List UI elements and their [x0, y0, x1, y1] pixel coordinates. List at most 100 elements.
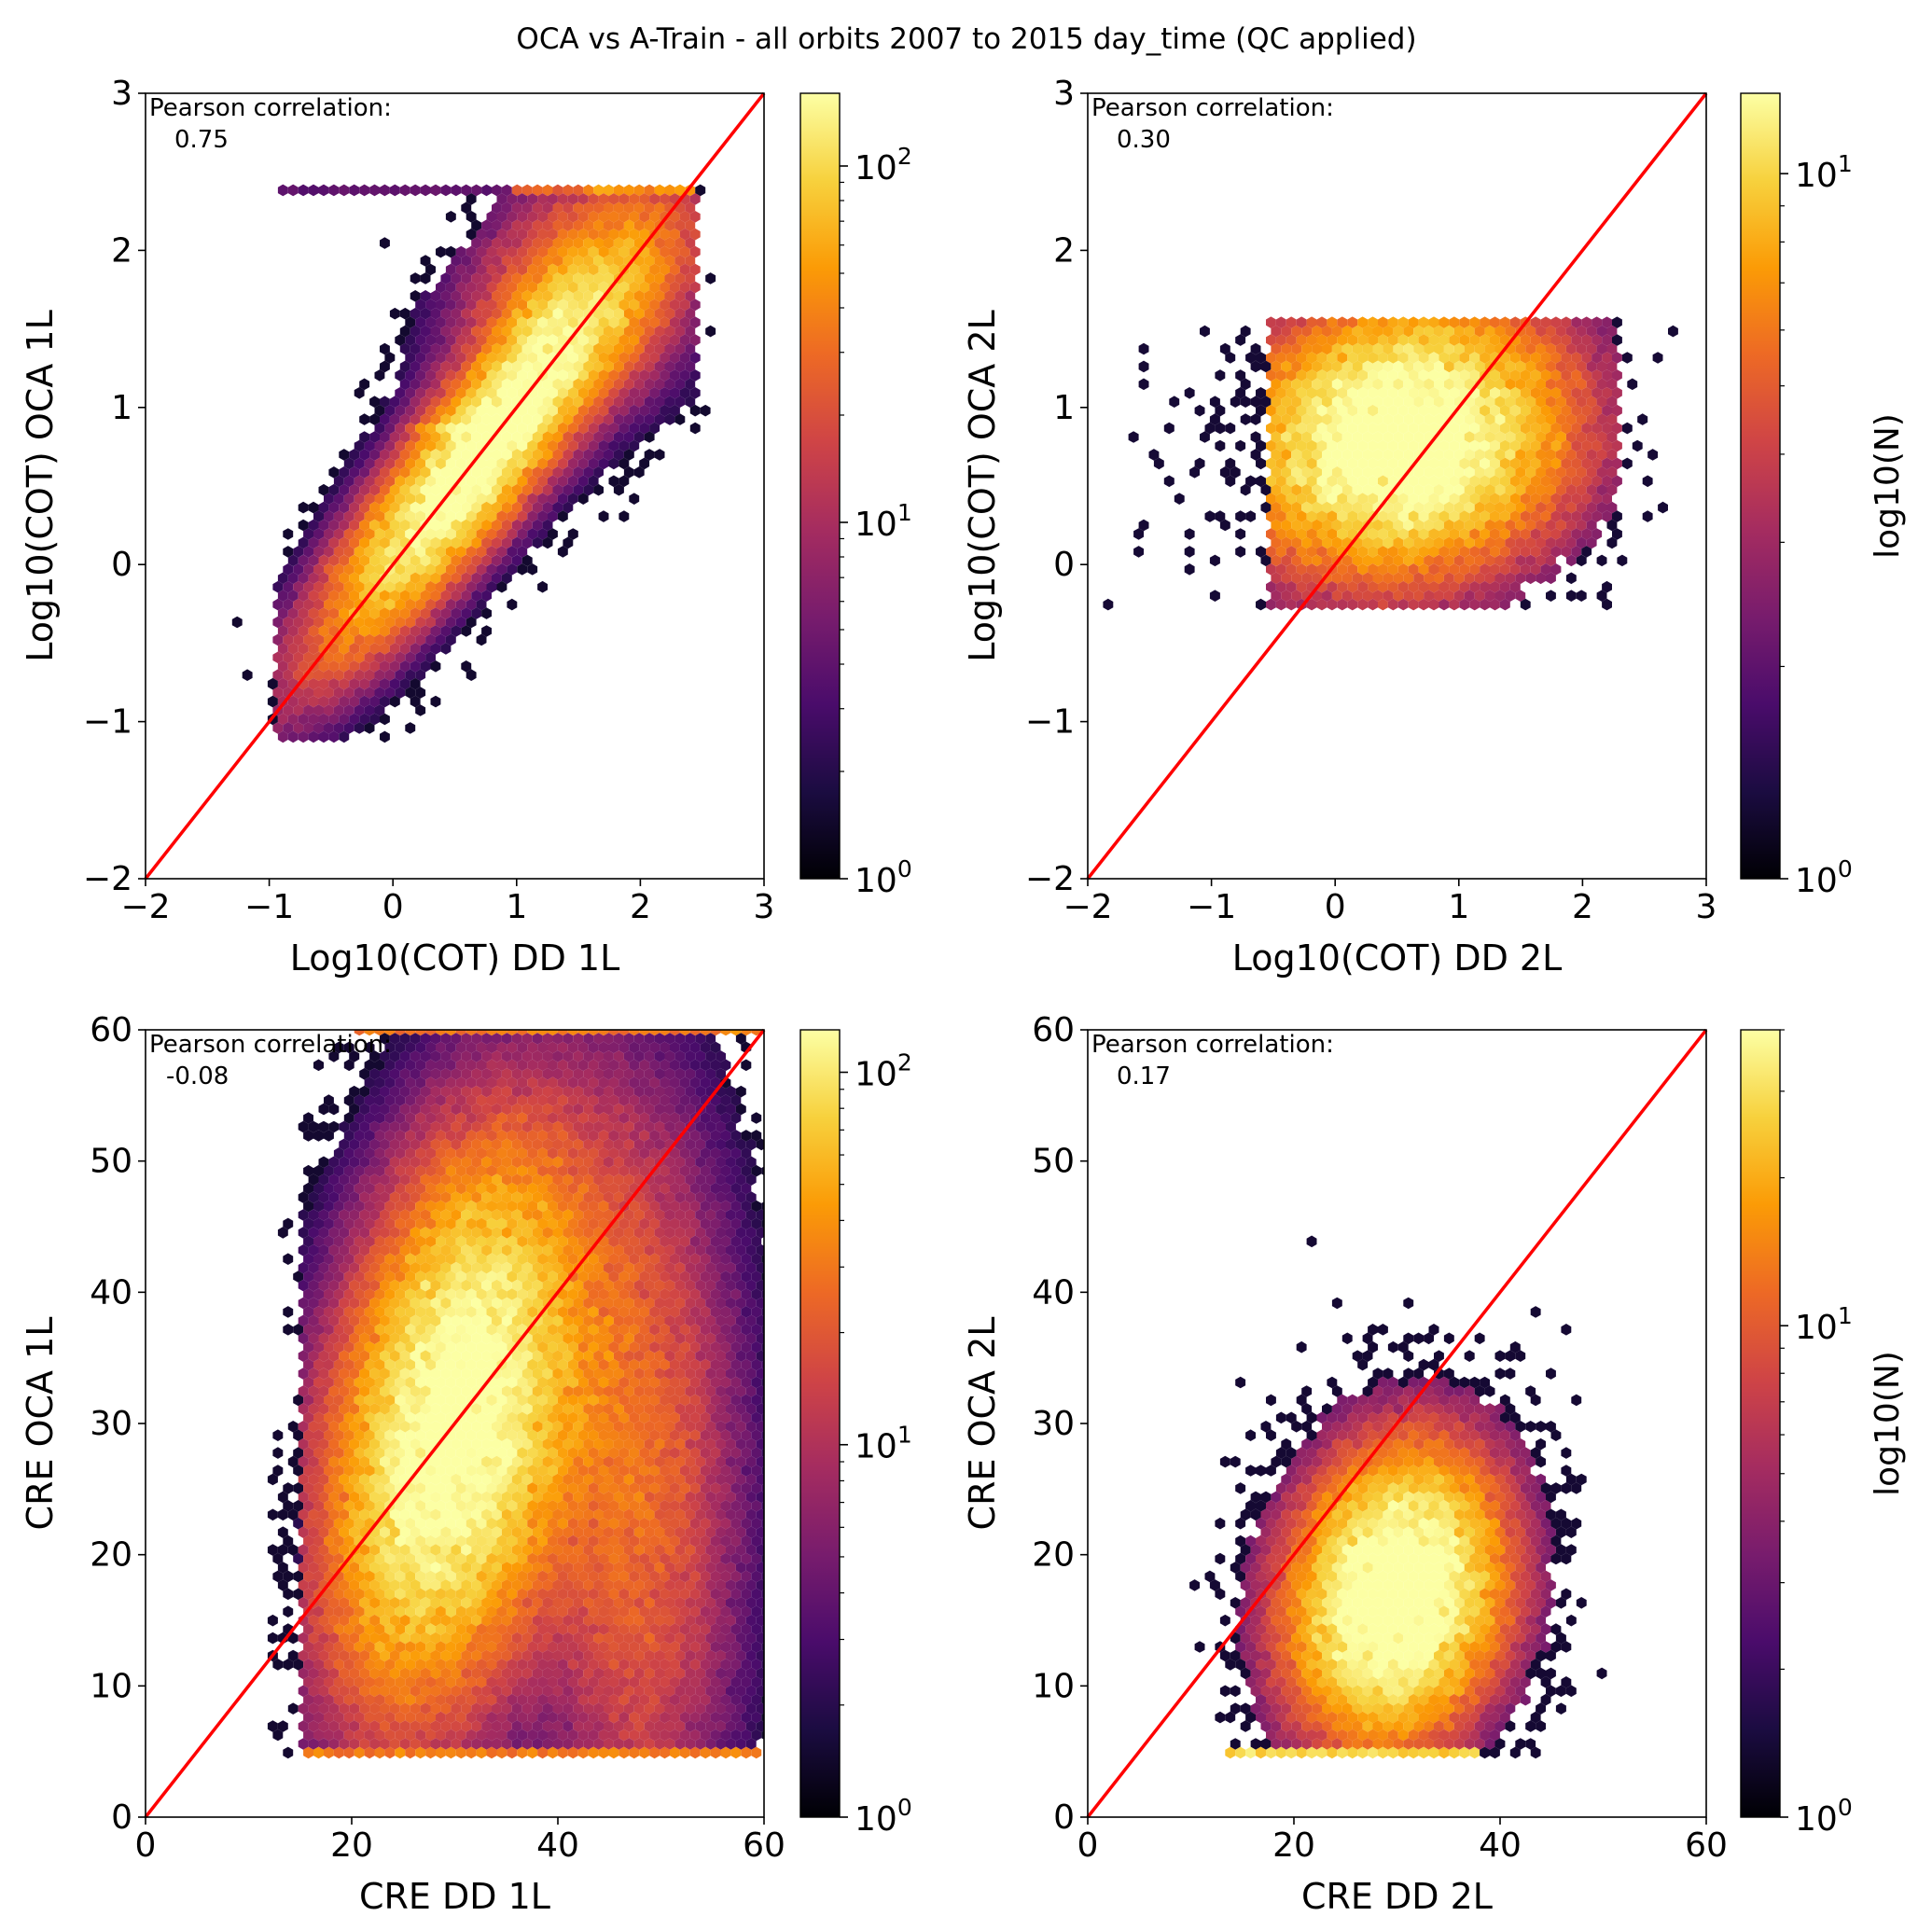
hexbin-cell	[660, 228, 670, 241]
hexbin-cell	[481, 625, 492, 637]
hexbin-cell	[1245, 475, 1256, 488]
hexbin-cell	[328, 1261, 340, 1274]
hexbin-cell	[557, 1182, 568, 1195]
hexbin-cell	[542, 396, 553, 408]
hexbin-cell	[563, 360, 574, 373]
hexbin-cell	[359, 660, 370, 673]
hexbin-cell	[1571, 422, 1582, 435]
density-hexbins	[267, 1030, 764, 1759]
hexbin-cell	[730, 1094, 742, 1106]
hexbin-cell	[451, 590, 462, 602]
hexbin-cell	[700, 1324, 711, 1336]
hexbin-cell	[1555, 449, 1566, 461]
hexbin-cell	[476, 1447, 487, 1459]
hexbin-cell	[598, 334, 609, 346]
hexbin-cell	[399, 590, 410, 602]
hexbin-cell	[1286, 316, 1297, 328]
hexbin-cell	[674, 1279, 686, 1292]
hexbin-cell	[380, 501, 390, 514]
hexbin-cell	[384, 598, 396, 611]
hexbin-cell	[557, 316, 568, 328]
hexbin-cell	[593, 1156, 604, 1169]
hexbin-cell	[374, 1270, 385, 1283]
hexbin-cell	[716, 1120, 726, 1133]
hexbin-cell	[415, 1429, 426, 1441]
hexbin-cell	[1596, 360, 1607, 373]
hexbin-cell	[735, 1279, 746, 1292]
hexbin-cell	[1591, 369, 1603, 382]
hexbin-cell	[481, 519, 492, 532]
hexbin-cell	[384, 1147, 396, 1159]
hexbin-cell	[1393, 501, 1404, 514]
hexbin-cell	[430, 1227, 441, 1239]
hexbin-cell	[1372, 378, 1383, 391]
hexbin-cell	[557, 1200, 568, 1213]
hexbin-cell	[455, 1306, 466, 1318]
hexbin-cell	[389, 677, 400, 690]
hexbin-cell	[542, 255, 553, 267]
hexbin-cell	[501, 1191, 512, 1203]
hexbin-cell	[1449, 422, 1460, 435]
hexbin-cell	[436, 439, 446, 452]
hexbin-cell	[476, 598, 487, 611]
hexbin-cell	[593, 184, 604, 197]
hexbin-cell	[633, 1421, 645, 1433]
x-tick-label: 1	[1448, 888, 1469, 926]
hexbin-cell	[689, 1270, 701, 1283]
hexbin-cell	[425, 651, 436, 664]
hexbin-cell	[287, 695, 299, 708]
hexbin-cell	[486, 1200, 497, 1213]
hexbin-cell	[1474, 396, 1485, 408]
hexbin-cell	[527, 1112, 538, 1124]
hexbin-cell	[466, 1217, 477, 1230]
hexbin-cell	[339, 1421, 350, 1433]
hexbin-cell	[425, 1394, 436, 1407]
hexbin-cell	[563, 1085, 574, 1098]
hexbin-cell	[420, 272, 431, 285]
hexbin-cell	[1387, 475, 1398, 488]
hexbin-cell	[1439, 352, 1450, 364]
hexbin-cell	[700, 1288, 711, 1300]
hexbin-cell	[405, 563, 416, 576]
hexbin-cell	[298, 501, 309, 514]
hexbin-cell	[308, 1244, 319, 1257]
hexbin-cell	[501, 201, 512, 215]
hexbin-cell	[1474, 378, 1485, 391]
hexbin-cell	[425, 457, 436, 470]
hexbin-cell	[486, 563, 497, 576]
hexbin-cell	[492, 201, 502, 215]
hexbin-cell	[629, 387, 640, 399]
hexbin-cell	[583, 1050, 594, 1062]
hexbin-cell	[1322, 501, 1332, 514]
hexbin-cell	[501, 396, 512, 408]
hexbin-cell	[436, 1253, 446, 1265]
hexbin-cell	[1449, 369, 1460, 382]
hexbin-cell	[537, 1094, 548, 1106]
hexbin-cell	[492, 572, 502, 585]
hexbin-cell	[710, 1200, 721, 1213]
hexbin-cell	[532, 272, 543, 285]
hexbin-cell	[557, 245, 568, 258]
hexbin-cell	[1612, 316, 1622, 328]
hexbin-cell	[461, 1261, 472, 1274]
hexbin-cell	[1271, 325, 1282, 338]
hexbin-cell	[410, 1085, 421, 1098]
hexbin-cell	[339, 1297, 350, 1310]
hexbin-cell	[730, 1200, 742, 1213]
hexbin-cell	[1271, 466, 1282, 479]
hexbin-cell	[563, 325, 574, 338]
hexbin-cell	[380, 1368, 390, 1380]
hexbin-cell	[1322, 378, 1332, 391]
hexbin-cell	[481, 607, 492, 619]
hexbin-cell	[1439, 598, 1450, 611]
hexbin-cell	[664, 378, 675, 391]
hexbin-cell	[623, 1385, 634, 1397]
hexbin-cell	[511, 1209, 522, 1221]
hexbin-cell	[1536, 536, 1546, 549]
hexbin-cell	[517, 1182, 528, 1195]
hexbin-cell	[405, 439, 416, 452]
hexbin-cell	[1291, 501, 1302, 514]
hexbin-cell	[613, 360, 624, 373]
hexbin-cell	[1515, 342, 1526, 355]
hexbin-cell	[593, 1173, 604, 1186]
